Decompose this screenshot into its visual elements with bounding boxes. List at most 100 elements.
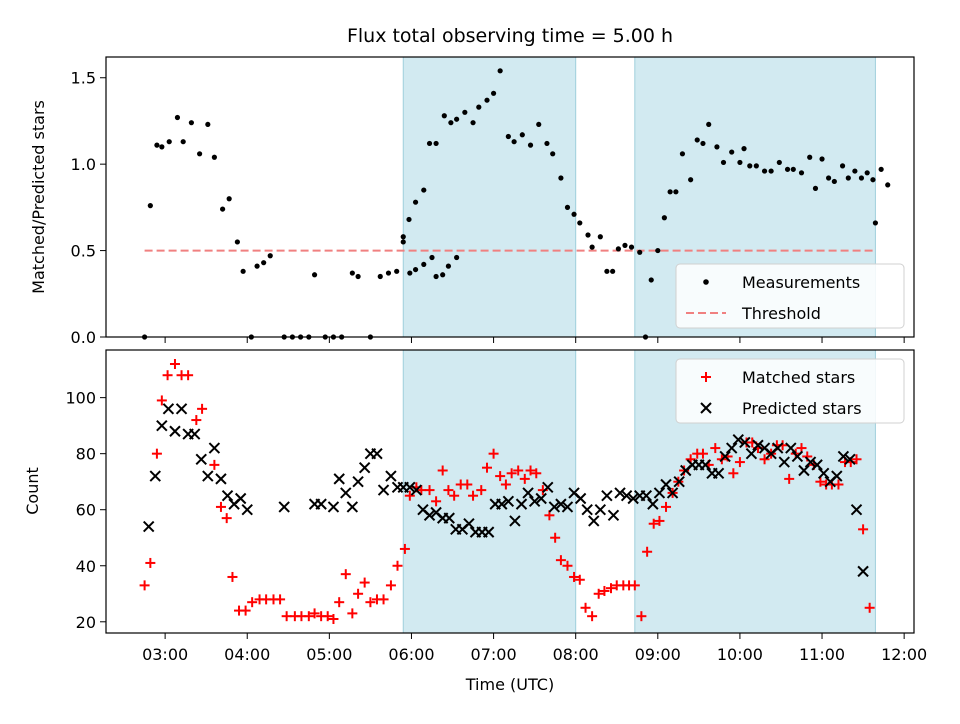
data-point xyxy=(488,448,499,459)
marker-stroke xyxy=(561,501,574,513)
data-point xyxy=(745,447,758,460)
data-point xyxy=(497,68,503,74)
marker-stroke xyxy=(385,470,397,482)
data-point xyxy=(815,476,826,487)
marker-stroke xyxy=(234,492,247,505)
data-point xyxy=(371,447,383,460)
marker-stroke xyxy=(673,475,685,488)
data-point xyxy=(400,234,406,240)
data-point xyxy=(303,611,314,622)
data-point xyxy=(195,453,207,465)
legend-box xyxy=(675,358,905,424)
marker-stroke xyxy=(463,518,475,530)
data-point xyxy=(443,512,455,524)
marker-stroke xyxy=(581,504,593,516)
data-point xyxy=(188,428,201,440)
y-tick-label: 60 xyxy=(76,501,96,520)
y-axis-label-bottom: Count xyxy=(23,467,42,515)
data-point xyxy=(606,583,616,594)
data-point xyxy=(509,515,521,527)
data-point xyxy=(647,498,659,510)
data-point xyxy=(654,515,665,526)
data-point xyxy=(482,526,495,538)
marker-stroke xyxy=(340,487,352,499)
data-point xyxy=(574,492,587,505)
data-point xyxy=(169,359,180,370)
data-point xyxy=(550,532,561,543)
data-point xyxy=(347,608,358,619)
data-point xyxy=(599,585,610,596)
data-point xyxy=(234,239,240,245)
data-point xyxy=(240,268,246,274)
data-point xyxy=(346,501,359,513)
data-point xyxy=(569,571,580,582)
data-point xyxy=(776,159,782,166)
data-point xyxy=(653,487,666,499)
y-tick-label: 40 xyxy=(76,557,96,576)
data-point xyxy=(365,597,376,608)
data-point xyxy=(208,442,221,454)
data-point xyxy=(784,473,795,484)
data-point xyxy=(234,492,247,505)
data-point xyxy=(858,175,865,181)
marker-stroke xyxy=(188,428,201,440)
x-axis-label: Time (UTC) xyxy=(465,675,554,694)
marker-stroke xyxy=(352,475,364,488)
data-point xyxy=(412,266,419,273)
axes-frame xyxy=(105,349,915,634)
data-point xyxy=(468,490,479,501)
data-point xyxy=(340,487,352,499)
data-point xyxy=(166,139,172,145)
marker-stroke xyxy=(726,442,738,454)
data-point xyxy=(811,459,823,471)
data-point xyxy=(628,244,635,250)
chart-title: Flux total observing time = 5.00 h xyxy=(347,25,673,47)
data-point xyxy=(437,465,448,476)
marker-stroke xyxy=(850,504,863,516)
data-point xyxy=(673,475,685,488)
data-point xyxy=(648,277,654,283)
data-point xyxy=(778,456,790,468)
marker-stroke xyxy=(202,470,214,482)
data-point xyxy=(593,588,604,599)
bottom-panel: Count Time (UTC) 20 40 60 80 100 03:00 04:00 05… xyxy=(23,349,927,694)
marker-stroke xyxy=(817,467,830,479)
data-point xyxy=(700,140,706,147)
marker-stroke xyxy=(601,489,613,502)
data-point xyxy=(864,170,870,176)
data-point xyxy=(500,479,511,490)
data-point xyxy=(536,121,542,128)
marker-stroke xyxy=(241,504,253,516)
data-point xyxy=(522,487,534,499)
x-tick-label: 04:00 xyxy=(224,645,270,664)
data-point xyxy=(162,370,173,381)
data-point xyxy=(476,104,482,110)
data-point xyxy=(636,611,647,622)
data-point xyxy=(311,272,318,278)
data-point xyxy=(728,468,739,479)
data-point xyxy=(445,263,452,269)
data-point xyxy=(145,557,156,568)
data-point xyxy=(377,484,390,496)
data-point xyxy=(666,487,679,499)
marker-stroke xyxy=(358,461,371,474)
data-point xyxy=(807,154,813,160)
data-point xyxy=(205,121,211,128)
data-point xyxy=(385,470,397,482)
marker-stroke xyxy=(142,520,155,533)
data-point xyxy=(462,109,468,115)
legend-label: Measurements xyxy=(742,273,860,292)
data-point xyxy=(720,159,727,166)
data-point xyxy=(587,611,598,622)
marker-stroke xyxy=(404,481,416,494)
data-point xyxy=(679,465,690,476)
marker-stroke xyxy=(315,498,327,510)
legend-label: Matched stars xyxy=(742,368,855,387)
data-point xyxy=(752,439,764,451)
data-point xyxy=(340,569,351,580)
data-point xyxy=(688,177,694,183)
marker-stroke xyxy=(699,459,712,471)
data-point xyxy=(519,132,525,138)
data-point xyxy=(162,403,175,415)
